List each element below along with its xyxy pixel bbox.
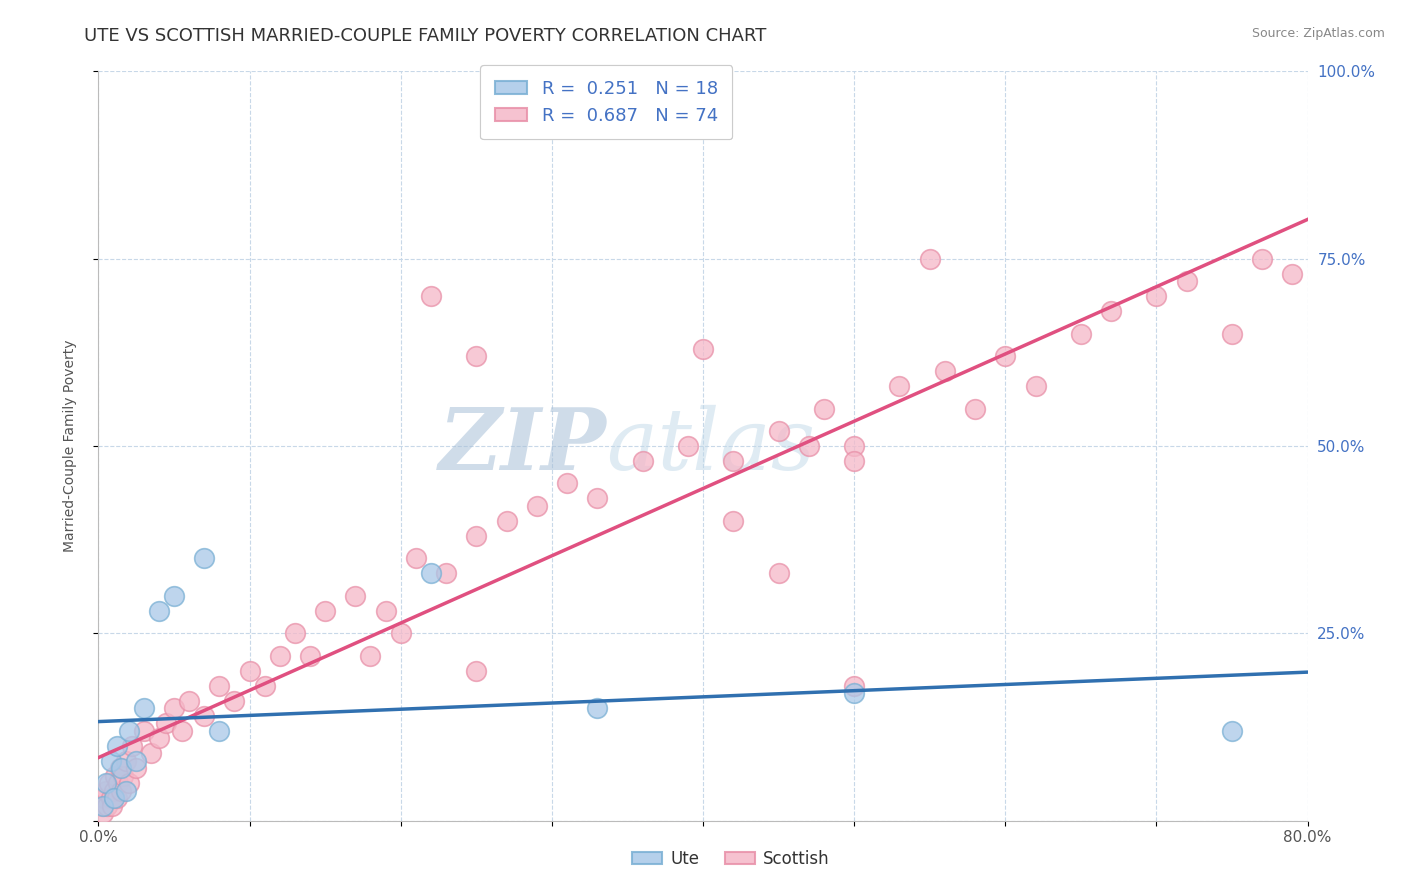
Point (844, 439, 866, 453)
Point (114, 783, 136, 797)
Point (723, 454, 745, 468)
Point (208, 679, 231, 693)
Point (148, 731, 170, 746)
Point (1099, 304, 1122, 318)
Point (934, 364, 956, 378)
Point (1146, 289, 1168, 303)
Point (208, 723, 231, 738)
Point (101, 798, 124, 813)
Point (224, 694, 246, 708)
Point (344, 589, 367, 603)
Point (179, 694, 201, 708)
Text: ZIP: ZIP (439, 404, 606, 488)
Point (141, 746, 163, 760)
Point (676, 439, 699, 453)
Point (314, 604, 336, 618)
Point (797, 439, 820, 453)
Point (148, 604, 170, 618)
Point (768, 424, 790, 438)
Point (91, 798, 114, 813)
Point (110, 761, 132, 775)
Point (193, 708, 215, 723)
Point (526, 499, 548, 513)
Point (132, 723, 155, 738)
Point (1251, 252, 1274, 266)
Point (723, 514, 745, 528)
Point (121, 739, 143, 753)
Point (163, 589, 186, 603)
Point (111, 769, 134, 783)
Point (374, 604, 396, 618)
Point (125, 754, 148, 768)
Point (918, 252, 941, 266)
Point (104, 769, 127, 783)
Point (284, 626, 307, 640)
Point (586, 701, 609, 715)
Point (844, 686, 866, 700)
Point (108, 761, 131, 775)
Point (465, 349, 488, 363)
Point (555, 476, 578, 491)
Point (100, 791, 122, 805)
Point (103, 791, 125, 805)
Point (94, 776, 117, 790)
Text: UTE VS SCOTTISH MARRIED-COUPLE FAMILY POVERTY CORRELATION CHART: UTE VS SCOTTISH MARRIED-COUPLE FAMILY PO… (84, 27, 766, 45)
Point (965, 401, 987, 416)
Point (125, 761, 148, 775)
Point (90, 798, 112, 813)
Point (91, 806, 114, 821)
Point (586, 491, 609, 506)
Point (193, 551, 215, 566)
Point (889, 379, 911, 393)
Point (813, 401, 835, 416)
Point (631, 454, 654, 468)
Point (239, 664, 262, 678)
Point (299, 648, 322, 663)
Point (94, 783, 117, 797)
Point (163, 701, 186, 715)
Point (107, 776, 129, 790)
Point (155, 716, 177, 731)
Point (118, 776, 141, 790)
Point (844, 454, 866, 468)
Point (768, 566, 790, 581)
Point (100, 754, 122, 768)
Text: Source: ZipAtlas.com: Source: ZipAtlas.com (1251, 27, 1385, 40)
Point (994, 349, 1017, 363)
Point (465, 529, 488, 543)
Point (105, 791, 128, 805)
Legend: R =  0.251   N = 18, R =  0.687   N = 74: R = 0.251 N = 18, R = 0.687 N = 74 (481, 65, 733, 139)
Point (132, 701, 155, 715)
Point (405, 551, 427, 566)
Point (114, 754, 136, 768)
Text: atlas: atlas (606, 405, 815, 487)
Point (253, 679, 276, 693)
Point (118, 723, 141, 738)
Point (170, 723, 193, 738)
Point (1220, 723, 1243, 738)
Point (93, 791, 115, 805)
Point (844, 679, 866, 693)
Point (1281, 267, 1303, 281)
Point (1220, 326, 1243, 341)
Point (434, 566, 457, 581)
Point (269, 648, 291, 663)
Point (465, 664, 488, 678)
Y-axis label: Married-Couple Family Poverty: Married-Couple Family Poverty (63, 340, 77, 552)
Point (692, 342, 714, 356)
Point (1024, 379, 1046, 393)
Point (96, 798, 118, 813)
Point (420, 289, 443, 303)
Point (110, 783, 132, 797)
Point (495, 514, 517, 528)
Point (1175, 274, 1198, 288)
Point (360, 648, 382, 663)
Point (103, 783, 125, 797)
Point (98, 776, 121, 790)
Point (105, 739, 128, 753)
Point (389, 626, 412, 640)
Point (420, 566, 443, 581)
Point (1070, 326, 1092, 341)
Legend: Ute, Scottish: Ute, Scottish (626, 844, 837, 875)
